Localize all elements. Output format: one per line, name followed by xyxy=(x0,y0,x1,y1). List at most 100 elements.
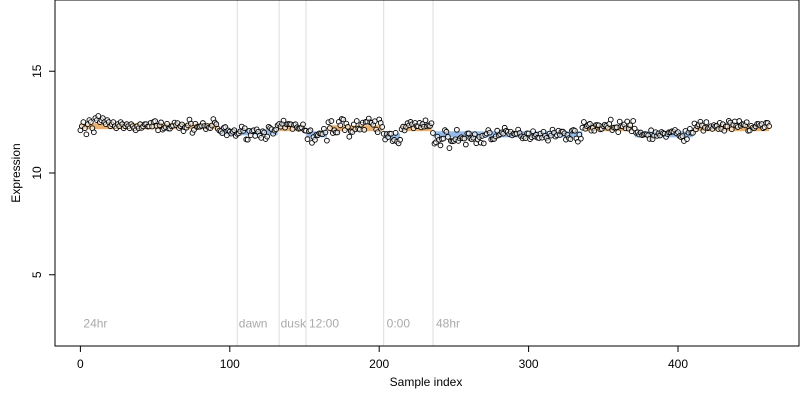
data-point xyxy=(261,129,268,136)
data-point xyxy=(280,117,287,124)
y-axis: 5 10 15 xyxy=(30,64,56,278)
data-point xyxy=(454,126,460,133)
x-axis: 0 100 200 300 400 xyxy=(77,345,688,371)
data-point xyxy=(530,128,536,135)
data-point xyxy=(446,145,453,151)
data-point xyxy=(428,120,435,127)
data-point xyxy=(158,119,164,126)
data-point xyxy=(545,137,551,144)
data-point xyxy=(244,136,251,143)
y-tick-label: 5 xyxy=(30,271,44,278)
data-point xyxy=(430,130,436,136)
data-point xyxy=(630,118,637,124)
data-point xyxy=(344,123,351,130)
data-point xyxy=(437,142,444,149)
data-point xyxy=(471,131,478,138)
x-tick-label: 300 xyxy=(519,357,539,371)
data-point xyxy=(258,135,265,141)
x-tick-label: 200 xyxy=(369,357,389,371)
data-point xyxy=(422,117,429,124)
data-point xyxy=(213,121,220,127)
data-point xyxy=(461,135,468,142)
data-point xyxy=(152,118,158,124)
data-point xyxy=(525,130,532,137)
data-point xyxy=(607,116,614,123)
data-point xyxy=(581,119,587,125)
data-point xyxy=(703,119,710,125)
data-point xyxy=(149,123,155,130)
data-point xyxy=(361,126,368,133)
data-point xyxy=(346,133,353,140)
data-point xyxy=(578,135,584,142)
data-point xyxy=(324,137,330,144)
data-point xyxy=(374,129,381,136)
data-point xyxy=(679,133,686,139)
data-point xyxy=(340,116,347,123)
data-point xyxy=(164,120,170,127)
data-point xyxy=(231,127,238,134)
data-point xyxy=(397,136,403,143)
data-point xyxy=(322,129,329,136)
y-tick-label: 15 xyxy=(30,64,44,78)
data-point xyxy=(264,133,270,140)
data-point xyxy=(90,129,97,136)
data-point xyxy=(307,127,314,134)
data-point xyxy=(462,141,469,148)
time-marker-labels: 24hr dawn dusk 12:00 0:00 48hr xyxy=(83,317,460,331)
y-axis-label: Expression xyxy=(9,143,23,202)
data-point xyxy=(591,127,598,134)
data-point xyxy=(312,136,318,143)
data-point xyxy=(486,129,493,136)
data-point xyxy=(627,122,634,129)
data-point xyxy=(766,123,772,129)
data-point xyxy=(567,136,574,142)
fit-segment-low xyxy=(432,131,484,138)
data-point xyxy=(300,121,306,128)
x-tick-label: 100 xyxy=(220,357,240,371)
y-tick-label: 10 xyxy=(30,166,44,180)
data-point xyxy=(82,125,88,132)
data-point xyxy=(353,118,360,124)
data-point xyxy=(83,131,90,138)
time-marker-label: 12:00 xyxy=(309,317,339,331)
plot-frame xyxy=(54,0,800,347)
x-axis-label: Sample index xyxy=(390,375,463,389)
time-marker-label: dawn xyxy=(239,317,268,331)
time-marker-label: 0:00 xyxy=(387,317,411,331)
data-point xyxy=(480,140,487,147)
data-point xyxy=(465,130,472,137)
time-marker-label: dusk xyxy=(281,317,307,331)
x-tick-label: 400 xyxy=(668,357,688,371)
data-point xyxy=(724,123,731,130)
data-point xyxy=(304,136,311,143)
data-point xyxy=(684,136,690,143)
data-point xyxy=(392,130,399,136)
data-point xyxy=(328,118,335,124)
data-point xyxy=(241,125,248,132)
data-point xyxy=(615,129,622,135)
data-point xyxy=(445,133,451,140)
data-point xyxy=(350,121,357,128)
data-point xyxy=(88,119,94,125)
data-point xyxy=(443,128,450,135)
data-point xyxy=(388,130,394,137)
data-point xyxy=(155,127,161,134)
data-points-layer xyxy=(77,113,772,151)
data-point xyxy=(728,126,735,133)
data-point xyxy=(327,125,333,131)
data-point xyxy=(219,130,226,137)
data-point xyxy=(337,122,344,129)
time-marker-lines xyxy=(236,0,434,346)
data-point xyxy=(80,119,87,125)
data-point xyxy=(586,120,593,127)
data-point xyxy=(95,113,102,119)
data-point xyxy=(379,124,386,130)
data-point xyxy=(690,130,696,136)
data-point xyxy=(522,135,529,142)
data-point xyxy=(743,119,750,126)
data-point xyxy=(572,127,578,134)
x-tick-label: 0 xyxy=(77,357,84,371)
time-marker-label: 24hr xyxy=(83,317,107,331)
